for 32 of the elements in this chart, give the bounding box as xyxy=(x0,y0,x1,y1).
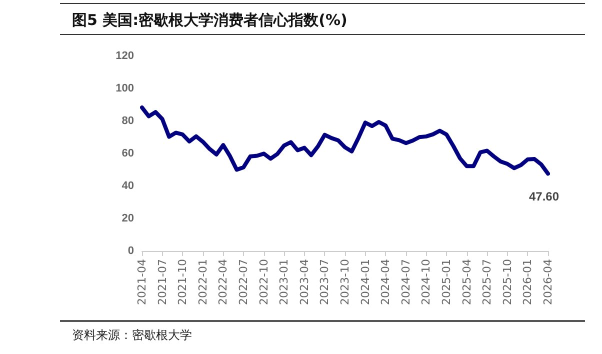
x-tick-label: 2025-04 xyxy=(460,259,474,305)
x-tick-label: 2025-01 xyxy=(440,259,453,305)
x-tick-label: 2021-07 xyxy=(156,259,169,305)
y-tick-label: 80 xyxy=(122,115,134,127)
y-tick-label: 20 xyxy=(122,212,134,224)
x-tick-label: 2026-01 xyxy=(521,259,534,305)
y-tick-label: 100 xyxy=(116,82,134,94)
y-tick-label: 0 xyxy=(128,245,134,257)
chart-title: 图5 美国:密歇根大学消费者信心指数(%) xyxy=(60,3,585,35)
x-tick-label: 2024-07 xyxy=(399,259,412,305)
x-tick-label: 2024-04 xyxy=(379,259,392,305)
x-tick-label: 2023-01 xyxy=(278,259,291,305)
y-tick-label: 40 xyxy=(122,180,134,192)
x-tick-label: 2022-10 xyxy=(257,259,270,305)
x-tick-label: 2025-10 xyxy=(500,259,514,305)
line-series xyxy=(140,106,550,176)
x-tick-label: 2023-04 xyxy=(298,259,311,305)
x-tick-label: 2024-10 xyxy=(420,259,433,305)
x-tick-label: 2022-01 xyxy=(196,259,210,305)
x-tick-label: 2022-04 xyxy=(216,259,230,305)
data-label: 47.60 xyxy=(528,190,560,204)
x-tick-label: 2023-10 xyxy=(338,259,352,305)
x-tick-label: 2025-07 xyxy=(480,259,494,305)
y-tick-label: 120 xyxy=(116,50,134,62)
x-tick-label: 2021-10 xyxy=(176,259,190,305)
x-tick-label: 2024-01 xyxy=(358,259,372,305)
x-tick-label: 2023-07 xyxy=(318,259,332,305)
x-tick-label: 2021-04 xyxy=(136,259,148,305)
text: 资料来源：密歇根大学 xyxy=(60,320,585,344)
x-tick-label: 2026-04 xyxy=(542,259,554,305)
x-tick-label: 2022-07 xyxy=(237,259,250,305)
y-tick-label: 60 xyxy=(122,148,134,160)
